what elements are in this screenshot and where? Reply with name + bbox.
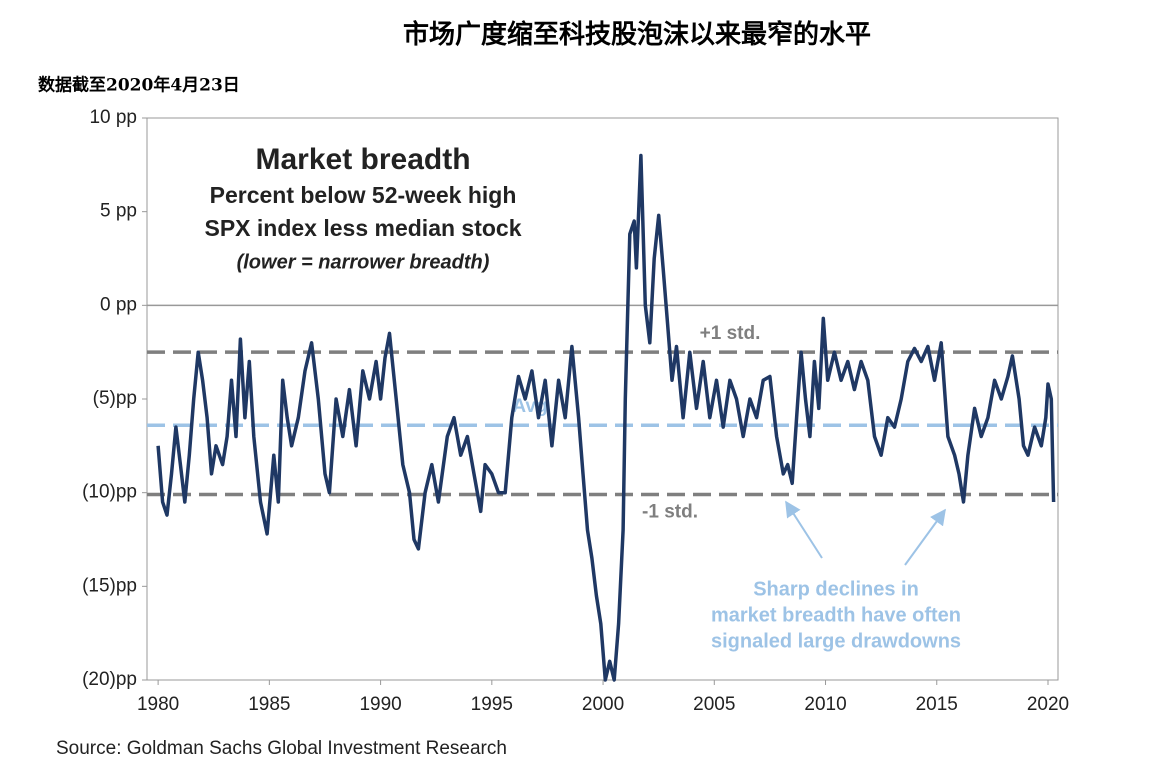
y-tick-label: 10 pp [89, 107, 137, 128]
annotation: Sharp declines in [753, 578, 919, 600]
y-tick-label: 5 pp [100, 201, 137, 222]
reference-label: -1 std. [642, 502, 698, 523]
data-line [156, 153, 1056, 682]
subtitle: 数据截至2020年4月23日 [38, 75, 240, 96]
inset-line: SPX index less median stock [204, 215, 521, 241]
y-tick-label: (5)pp [93, 388, 137, 409]
inset-line: Percent below 52-week high [210, 182, 517, 208]
y-tick-label: (20)pp [82, 669, 137, 690]
x-tick-label: 1990 [359, 694, 401, 715]
inset-note: (lower = narrower breadth) [237, 251, 490, 273]
arrow [785, 500, 823, 559]
reference-label: +1 std. [700, 323, 761, 344]
x-tick-label: 2005 [693, 694, 735, 715]
chart-title: 市场广度缩至科技股泡沫以来最窄的水平 [403, 19, 871, 50]
y-tick-label: (15)pp [82, 575, 137, 596]
x-tick-label: 1985 [248, 694, 290, 715]
source: Source: Goldman Sachs Global Investment … [56, 738, 507, 759]
x-tick-label: 2015 [916, 694, 958, 715]
x-tick-label: 2000 [582, 694, 624, 715]
x-tick-label: 2020 [1027, 694, 1069, 715]
x-tick-label: 2010 [804, 694, 846, 715]
arrow [904, 508, 946, 566]
y-tick-label: 0 pp [100, 294, 137, 315]
annotation: market breadth have often [711, 604, 961, 626]
x-tick-label: 1980 [137, 694, 179, 715]
annotation: signaled large drawdowns [711, 630, 961, 652]
x-tick-label: 1995 [471, 694, 513, 715]
y-tick-label: (10)pp [82, 482, 137, 503]
inset-title: Market breadth [255, 143, 470, 176]
